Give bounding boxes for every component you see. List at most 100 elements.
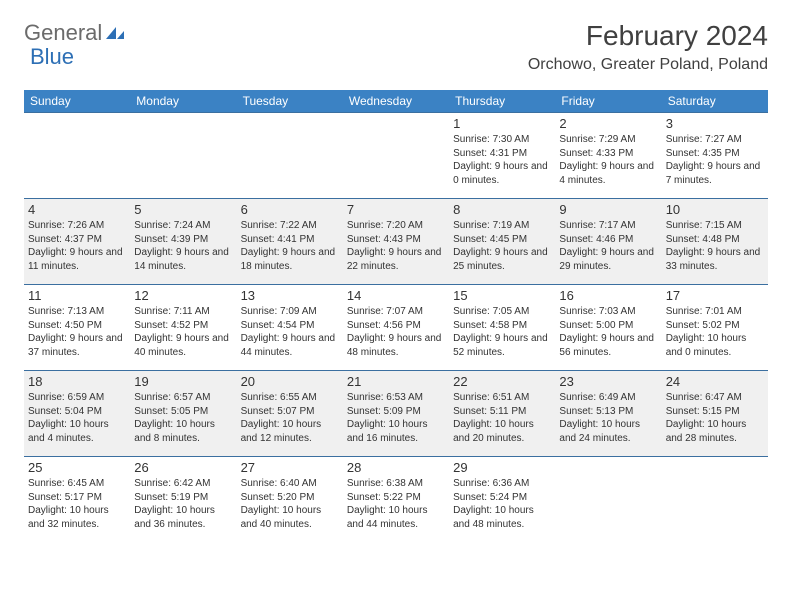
day-details: Sunrise: 6:55 AMSunset: 5:07 PMDaylight:… [241,391,339,445]
calendar-day-cell: 15 Sunrise: 7:05 AMSunset: 4:58 PMDayligh… [449,285,555,371]
day-details: Sunrise: 7:17 AMSunset: 4:46 PMDaylight:… [559,219,657,273]
day-number: 8 [453,202,551,217]
weekday-header: Wednesday [343,90,449,113]
day-details: Sunrise: 7:30 AMSunset: 4:31 PMDaylight:… [453,133,551,187]
calendar-day-cell: 25 Sunrise: 6:45 AMSunset: 5:17 PMDayligh… [24,457,130,543]
calendar-week-row: 18Sunrise: 6:59 AMSunset: 5:04 PMDayligh… [24,371,768,457]
day-details: Sunrise: 7:29 AMSunset: 4:33 PMDaylight:… [559,133,657,187]
calendar-day-cell: 3 Sunrise: 7:27 AMSunset: 4:35 PMDaylight… [662,113,768,199]
calendar-day-cell: 16 Sunrise: 7:03 AMSunset: 5:00 PMDayligh… [555,285,661,371]
calendar-day-cell: 22 Sunrise: 6:51 AMSunset: 5:11 PMDayligh… [449,371,555,457]
calendar-day-cell: 4Sunrise: 7:26 AMSunset: 4:37 PMDaylight… [24,199,130,285]
calendar-day-cell: 1 Sunrise: 7:30 AMSunset: 4:31 PMDaylight… [449,113,555,199]
calendar-day-cell [555,457,661,543]
day-details: Sunrise: 7:27 AMSunset: 4:35 PMDaylight:… [666,133,764,187]
calendar-day-cell: 2 Sunrise: 7:29 AMSunset: 4:33 PMDaylight… [555,113,661,199]
day-number: 6 [241,202,339,217]
calendar-week-row: 11 Sunrise: 7:13 AMSunset: 4:50 PMDayligh… [24,285,768,371]
calendar-day-cell: 23 Sunrise: 6:49 AMSunset: 5:13 PMDayligh… [555,371,661,457]
day-details: Sunrise: 6:40 AMSunset: 5:20 PMDaylight:… [241,477,339,531]
day-number: 15 [453,288,551,303]
day-number: 27 [241,460,339,475]
day-number: 11 [28,288,126,303]
day-number: 4 [28,202,126,217]
day-number: 22 [453,374,551,389]
calendar-day-cell: 13 Sunrise: 7:09 AMSunset: 4:54 PMDayligh… [237,285,343,371]
calendar-day-cell: 6Sunrise: 7:22 AMSunset: 4:41 PMDaylight… [237,199,343,285]
day-number: 14 [347,288,445,303]
calendar-week-row: 4Sunrise: 7:26 AMSunset: 4:37 PMDaylight… [24,199,768,285]
day-details: Sunrise: 6:45 AMSunset: 5:17 PMDaylight:… [28,477,126,531]
day-number: 1 [453,116,551,131]
day-number: 2 [559,116,657,131]
calendar-day-cell: 27 Sunrise: 6:40 AMSunset: 5:20 PMDayligh… [237,457,343,543]
calendar-day-cell: 14 Sunrise: 7:07 AMSunset: 4:56 PMDayligh… [343,285,449,371]
day-number: 18 [28,374,126,389]
calendar-day-cell [343,113,449,199]
calendar-day-cell: 20 Sunrise: 6:55 AMSunset: 5:07 PMDayligh… [237,371,343,457]
day-details: Sunrise: 6:47 AMSunset: 5:15 PMDaylight:… [666,391,764,445]
day-number: 25 [28,460,126,475]
day-details: Sunrise: 6:38 AMSunset: 5:22 PMDaylight:… [347,477,445,531]
logo-sail-icon [104,25,126,41]
day-number: 26 [134,460,232,475]
logo-text-general: General [24,20,102,46]
calendar-day-cell: 12Sunrise: 7:11 AMSunset: 4:52 PMDayligh… [130,285,236,371]
calendar-day-cell: 17 Sunrise: 7:01 AMSunset: 5:02 PMDayligh… [662,285,768,371]
weekday-header: Saturday [662,90,768,113]
day-details: Sunrise: 6:49 AMSunset: 5:13 PMDaylight:… [559,391,657,445]
calendar-day-cell [662,457,768,543]
day-number: 13 [241,288,339,303]
month-title: February 2024 [528,20,768,52]
day-details: Sunrise: 6:53 AMSunset: 5:09 PMDaylight:… [347,391,445,445]
calendar-table: Sunday Monday Tuesday Wednesday Thursday… [24,90,768,543]
day-details: Sunrise: 7:20 AMSunset: 4:43 PMDaylight:… [347,219,445,273]
calendar-day-cell: 26 Sunrise: 6:42 AMSunset: 5:19 PMDayligh… [130,457,236,543]
calendar-day-cell: 19 Sunrise: 6:57 AMSunset: 5:05 PMDayligh… [130,371,236,457]
calendar-day-cell: 5 Sunrise: 7:24 AMSunset: 4:39 PMDaylight… [130,199,236,285]
header: General February 2024 Orchowo, Greater P… [0,0,792,82]
day-details: Sunrise: 6:36 AMSunset: 5:24 PMDaylight:… [453,477,551,531]
day-number: 21 [347,374,445,389]
weekday-header: Friday [555,90,661,113]
day-number: 28 [347,460,445,475]
logo-text-blue: Blue [30,44,74,70]
day-number: 24 [666,374,764,389]
weekday-header: Sunday [24,90,130,113]
day-details: Sunrise: 6:42 AMSunset: 5:19 PMDaylight:… [134,477,232,531]
weekday-header: Tuesday [237,90,343,113]
calendar-body: 1 Sunrise: 7:30 AMSunset: 4:31 PMDaylight… [24,113,768,543]
day-details: Sunrise: 7:09 AMSunset: 4:54 PMDaylight:… [241,305,339,359]
calendar-day-cell: 28 Sunrise: 6:38 AMSunset: 5:22 PMDayligh… [343,457,449,543]
day-details: Sunrise: 7:19 AMSunset: 4:45 PMDaylight:… [453,219,551,273]
day-details: Sunrise: 7:07 AMSunset: 4:56 PMDaylight:… [347,305,445,359]
day-number: 17 [666,288,764,303]
calendar-day-cell [237,113,343,199]
weekday-header: Monday [130,90,236,113]
calendar-week-row: 25 Sunrise: 6:45 AMSunset: 5:17 PMDayligh… [24,457,768,543]
day-details: Sunrise: 6:57 AMSunset: 5:05 PMDaylight:… [134,391,232,445]
day-details: Sunrise: 7:15 AMSunset: 4:48 PMDaylight:… [666,219,764,273]
day-details: Sunrise: 7:01 AMSunset: 5:02 PMDaylight:… [666,305,764,359]
calendar-day-cell: 11 Sunrise: 7:13 AMSunset: 4:50 PMDayligh… [24,285,130,371]
calendar-week-row: 1 Sunrise: 7:30 AMSunset: 4:31 PMDaylight… [24,113,768,199]
day-details: Sunrise: 7:03 AMSunset: 5:00 PMDaylight:… [559,305,657,359]
day-details: Sunrise: 7:13 AMSunset: 4:50 PMDaylight:… [28,305,126,359]
day-details: Sunrise: 7:24 AMSunset: 4:39 PMDaylight:… [134,219,232,273]
day-details: Sunrise: 7:05 AMSunset: 4:58 PMDaylight:… [453,305,551,359]
day-number: 3 [666,116,764,131]
day-number: 23 [559,374,657,389]
calendar-day-cell: 18Sunrise: 6:59 AMSunset: 5:04 PMDayligh… [24,371,130,457]
calendar-day-cell [24,113,130,199]
day-number: 16 [559,288,657,303]
calendar-day-cell: 29Sunrise: 6:36 AMSunset: 5:24 PMDayligh… [449,457,555,543]
day-number: 5 [134,202,232,217]
calendar-day-cell: 10Sunrise: 7:15 AMSunset: 4:48 PMDayligh… [662,199,768,285]
day-number: 19 [134,374,232,389]
day-number: 20 [241,374,339,389]
day-details: Sunrise: 6:51 AMSunset: 5:11 PMDaylight:… [453,391,551,445]
day-number: 9 [559,202,657,217]
calendar-day-cell: 24 Sunrise: 6:47 AMSunset: 5:15 PMDayligh… [662,371,768,457]
calendar-day-cell: 8 Sunrise: 7:19 AMSunset: 4:45 PMDaylight… [449,199,555,285]
day-number: 7 [347,202,445,217]
